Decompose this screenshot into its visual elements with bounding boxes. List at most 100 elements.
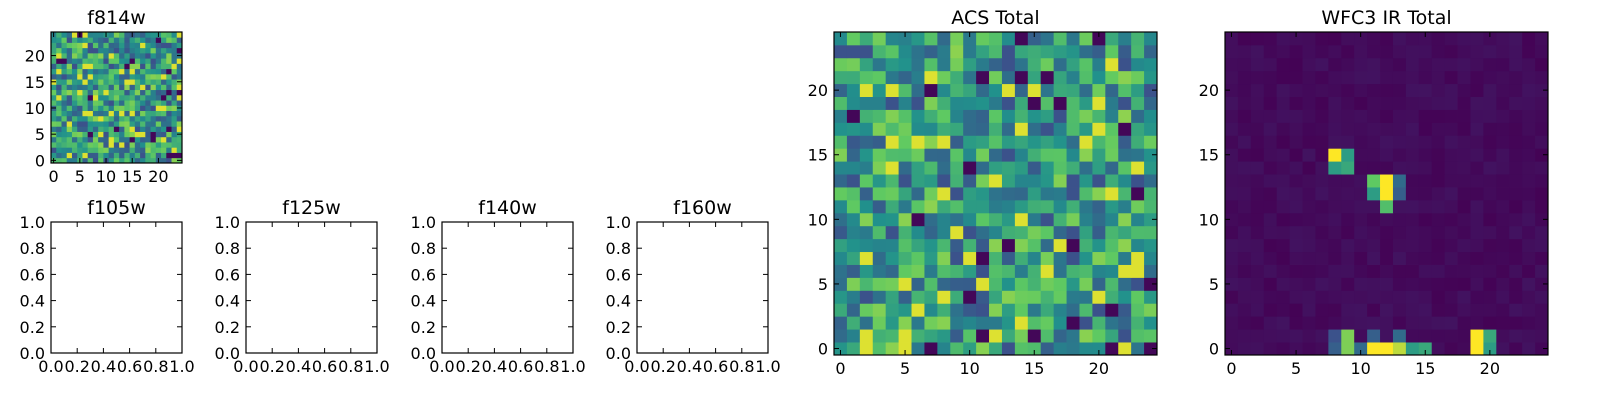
heatmap-cell — [61, 115, 68, 122]
heatmap-cell — [1457, 83, 1471, 97]
heatmap-cell — [1053, 303, 1067, 317]
heatmap-cell — [1522, 57, 1536, 72]
heatmap-cell — [1225, 329, 1239, 343]
heatmap-cell — [61, 121, 68, 127]
heatmap-cell — [1053, 135, 1067, 149]
heatmap-cell — [171, 52, 178, 59]
heatmap-cell — [1431, 32, 1446, 46]
heatmap-cell — [1225, 135, 1239, 149]
heatmap-cell — [161, 68, 167, 75]
heatmap-cell — [1276, 135, 1290, 149]
heatmap-cell — [1444, 70, 1458, 85]
heatmap-cell — [859, 342, 874, 356]
heatmap-cell — [1131, 199, 1145, 214]
heatmap-cell — [150, 136, 157, 143]
heatmap-cell — [134, 58, 141, 64]
heatmap-cell — [119, 42, 125, 49]
heatmap-cell — [71, 136, 78, 143]
heatmap-cell — [108, 126, 115, 132]
heatmap-cell — [161, 32, 167, 38]
heatmap-cell — [976, 57, 990, 72]
heatmap-cell — [1105, 251, 1119, 265]
heatmap-cell — [1105, 96, 1119, 110]
heatmap-cell — [61, 147, 68, 153]
heatmap-cell — [155, 63, 162, 70]
heatmap-cell — [145, 89, 151, 96]
heatmap-cell — [98, 131, 104, 138]
heatmap-cell — [1053, 199, 1067, 214]
heatmap-cell — [140, 84, 146, 91]
heatmap-cell — [77, 58, 83, 64]
heatmap-cell — [176, 37, 183, 43]
x-tick-label: 0.2 — [64, 357, 89, 376]
heatmap-cell — [1105, 70, 1119, 85]
heatmap-cell — [1483, 199, 1497, 214]
heatmap-cell — [1367, 329, 1381, 343]
heatmap-cell — [872, 32, 887, 46]
heatmap-cell — [1040, 96, 1055, 110]
heatmap-cell — [134, 100, 141, 106]
heatmap-cell — [1250, 199, 1265, 214]
heatmap-cell — [859, 148, 874, 162]
heatmap-cell — [1092, 187, 1106, 201]
heatmap-cell — [1105, 187, 1119, 201]
heatmap-cell — [937, 342, 951, 356]
heatmap-cell — [1341, 148, 1355, 162]
heatmap-cell — [113, 68, 120, 75]
heatmap-cell — [1380, 238, 1394, 253]
heatmap-cell — [1263, 109, 1278, 123]
heatmap-cell — [911, 212, 925, 227]
heatmap-cell — [1053, 225, 1067, 240]
heatmap-cell — [1131, 187, 1145, 201]
heatmap-cell — [963, 212, 977, 227]
heatmap-cell — [119, 94, 125, 101]
heatmap-cell — [885, 44, 899, 59]
heatmap-cell — [1276, 277, 1290, 291]
heatmap-cell — [71, 94, 78, 101]
heatmap-cell — [898, 238, 912, 253]
heatmap-cell — [1315, 148, 1329, 162]
heatmap-cell — [155, 126, 162, 132]
heatmap-cell — [1509, 264, 1523, 278]
heatmap-cell — [1066, 57, 1080, 72]
heatmap-cell — [87, 42, 94, 49]
heatmap-cell — [66, 37, 73, 43]
heatmap-cell — [1040, 342, 1055, 356]
heatmap-cell — [1118, 161, 1132, 175]
heatmap-cell — [113, 131, 120, 138]
heatmap-cell — [1118, 290, 1132, 304]
heatmap-cell — [859, 109, 874, 123]
heatmap-cell — [1483, 161, 1497, 175]
heatmap-cell — [872, 109, 887, 123]
heatmap-cell — [1144, 329, 1158, 343]
heatmap-cell — [846, 329, 861, 343]
heatmap-cell — [950, 264, 964, 278]
heatmap-cell — [1105, 32, 1119, 46]
heatmap-cell — [1315, 96, 1329, 110]
heatmap-cell — [963, 109, 977, 123]
heatmap-cell — [98, 100, 104, 106]
heatmap-cell — [1354, 109, 1368, 123]
heatmap-cell — [1483, 44, 1497, 59]
heatmap-cell — [1431, 329, 1446, 343]
heatmap-cell — [98, 147, 104, 153]
heatmap-cell — [1392, 238, 1407, 253]
heatmap-cell — [976, 135, 990, 149]
heatmap-cell — [1444, 122, 1458, 136]
heatmap-cell — [71, 100, 78, 106]
heatmap-cell — [87, 115, 94, 122]
heatmap-cell — [872, 329, 887, 343]
heatmap-cell — [1341, 135, 1355, 149]
heatmap-cell — [1315, 225, 1329, 240]
heatmap-cell — [1225, 277, 1239, 291]
heatmap-cell — [98, 47, 104, 54]
heatmap-cell — [1444, 44, 1458, 59]
heatmap-cell — [71, 115, 78, 122]
heatmap-cell — [989, 329, 1003, 343]
heatmap-cell — [92, 131, 99, 138]
heatmap-cell — [1053, 161, 1067, 175]
heatmap-cell — [1380, 303, 1394, 317]
heatmap-cell — [155, 79, 162, 85]
heatmap-cell — [1118, 316, 1132, 330]
heatmap-cell — [1522, 329, 1536, 343]
